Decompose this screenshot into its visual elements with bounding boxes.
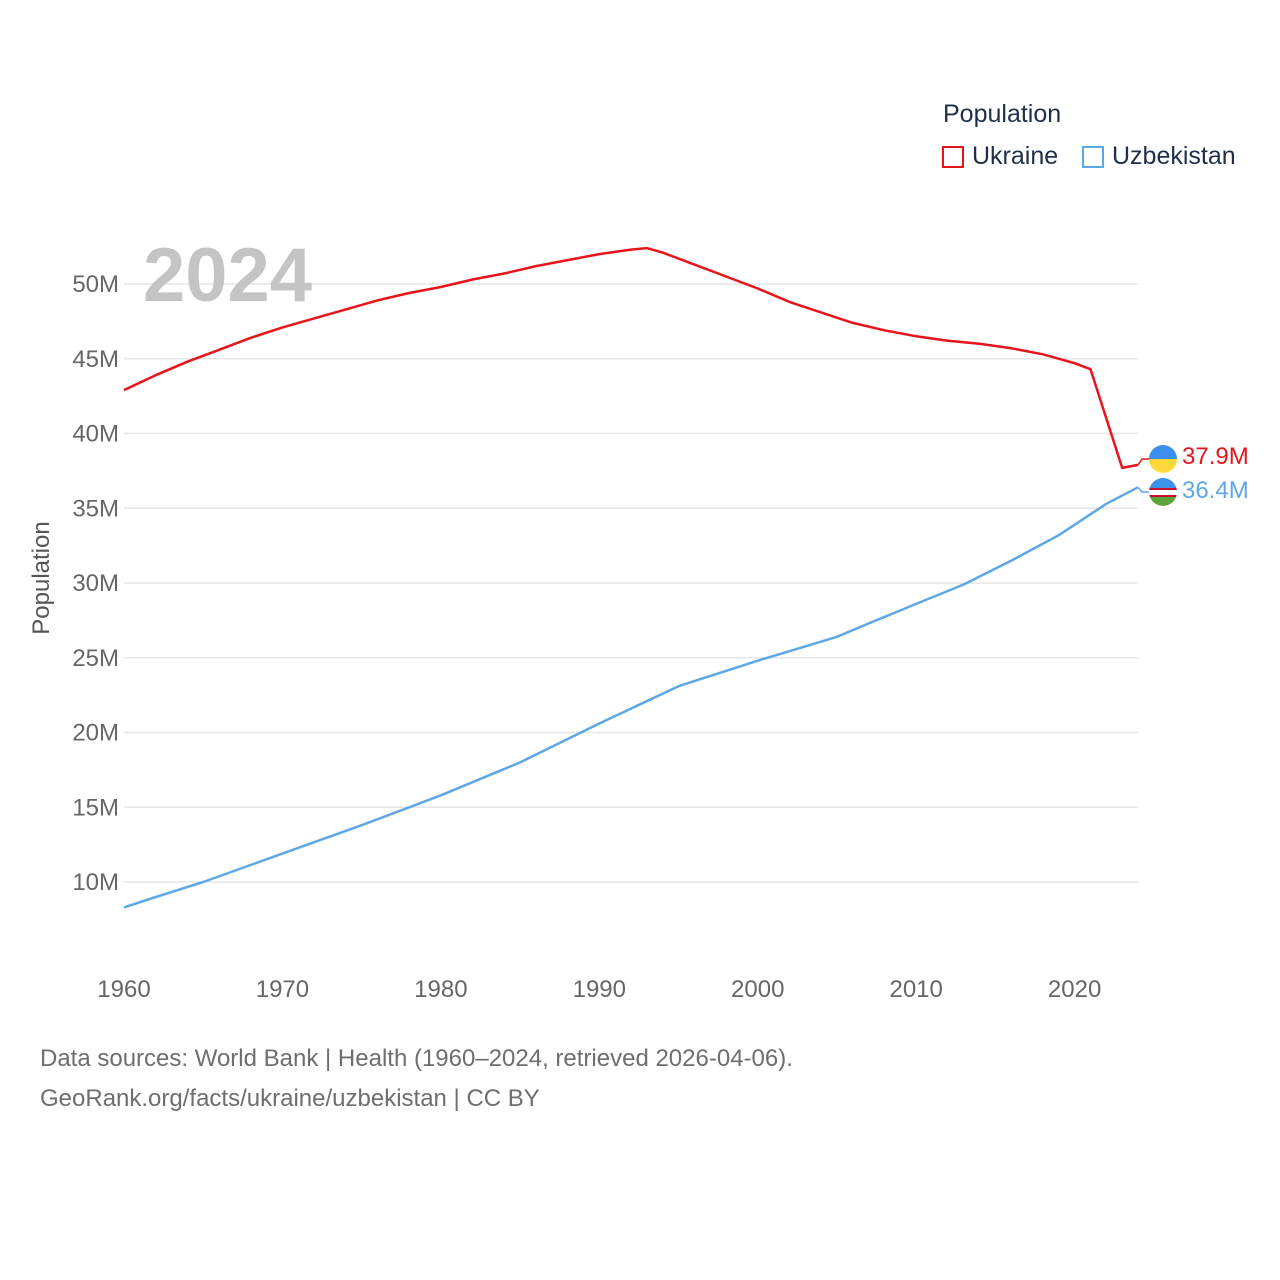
y-axis-title: Population xyxy=(28,521,55,635)
x-tick-label: 1990 xyxy=(573,976,626,1003)
end-flags xyxy=(1149,445,1177,506)
x-tick-label: 1970 xyxy=(256,976,309,1003)
leader-line-uzbekistan xyxy=(1137,486,1149,493)
footer-sources: Data sources: World Bank | Health (1960–… xyxy=(40,1045,793,1072)
end-value-label-uzbekistan: 36.4M xyxy=(1182,477,1249,504)
x-tick-label: 2020 xyxy=(1048,976,1101,1003)
legend-label-ukraine: Ukraine xyxy=(972,142,1059,170)
y-axis-ticks: 10M 15M 20M 25M 30M 35M 40M 45M 50M xyxy=(72,271,119,896)
end-value-label-ukraine: 37.9M xyxy=(1182,443,1249,470)
series-line-uzbekistan[interactable] xyxy=(123,486,1139,909)
y-tick-label: 25M xyxy=(72,645,119,672)
y-tick-label: 15M xyxy=(72,794,119,821)
legend-swatch-uzbekistan xyxy=(1082,145,1104,168)
y-tick-label: 10M xyxy=(72,869,119,896)
x-tick-label: 2010 xyxy=(889,976,942,1003)
y-tick-label: 45M xyxy=(72,346,119,373)
year-overlay: 2024 xyxy=(143,233,313,318)
y-tick-label: 30M xyxy=(72,570,119,597)
y-tick-label: 40M xyxy=(72,421,119,448)
x-tick-label: 1980 xyxy=(414,976,467,1003)
x-tick-label: 1960 xyxy=(97,976,150,1003)
y-tick-label: 20M xyxy=(72,720,119,747)
series-line-ukraine[interactable] xyxy=(123,246,1139,470)
leader-line-ukraine xyxy=(1137,458,1149,466)
uzbekistan-flag-icon xyxy=(1149,478,1177,506)
legend-item-uzbekistan[interactable]: Uzbekistan xyxy=(1082,142,1236,171)
x-tick-label: 2000 xyxy=(731,976,784,1003)
legend-item-ukraine[interactable]: Ukraine xyxy=(942,142,1058,171)
y-tick-label: 50M xyxy=(72,271,119,298)
x-axis-ticks: 1960 1970 1980 1990 2000 2010 2020 xyxy=(97,976,1101,1003)
grid-lines xyxy=(124,283,1138,883)
legend-swatch-ukraine xyxy=(942,145,964,168)
y-tick-label: 35M xyxy=(72,495,119,522)
footer-attribution-link[interactable]: GeoRank.org/facts/ukraine/uzbekistan | C… xyxy=(40,1085,540,1112)
legend-title: Population xyxy=(943,100,1062,128)
series-lines xyxy=(123,246,1149,909)
legend-label-uzbekistan: Uzbekistan xyxy=(1112,142,1236,170)
ukraine-flag-icon xyxy=(1149,445,1177,473)
